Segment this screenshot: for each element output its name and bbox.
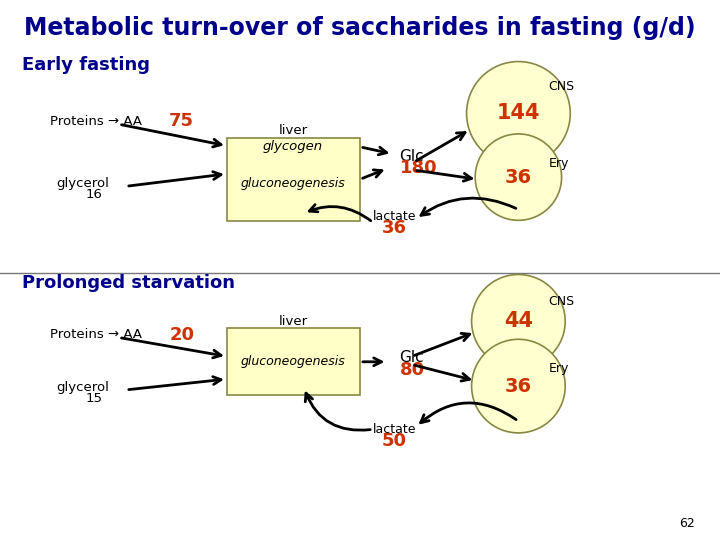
Text: lactate: lactate	[373, 210, 416, 222]
Bar	[227, 138, 360, 221]
Text: glycogen: glycogen	[263, 140, 323, 153]
Text: glycerol: glycerol	[56, 177, 109, 190]
Text: glycerol: glycerol	[56, 381, 109, 394]
Text: lactate: lactate	[373, 423, 416, 436]
Text: 50: 50	[382, 432, 407, 450]
Text: Proteins → AA: Proteins → AA	[50, 328, 143, 341]
Text: 16: 16	[85, 188, 102, 201]
Text: Ery: Ery	[549, 157, 569, 170]
Text: 44: 44	[504, 311, 533, 332]
Text: 180: 180	[400, 159, 437, 178]
Text: Prolonged starvation: Prolonged starvation	[22, 274, 235, 293]
Text: Proteins → AA: Proteins → AA	[50, 115, 143, 128]
Text: 36: 36	[505, 167, 532, 187]
Text: 36: 36	[505, 376, 532, 396]
Text: 75: 75	[169, 112, 194, 131]
Ellipse shape	[467, 62, 570, 165]
Text: 144: 144	[497, 103, 540, 124]
Text: Ery: Ery	[549, 362, 569, 375]
Text: 62: 62	[679, 517, 695, 530]
Text: 36: 36	[382, 219, 407, 237]
Text: gluconeogenesis: gluconeogenesis	[240, 355, 346, 368]
Text: CNS: CNS	[549, 80, 575, 93]
Text: 80: 80	[400, 361, 425, 379]
Text: 20: 20	[169, 326, 194, 344]
Ellipse shape	[472, 339, 565, 433]
Text: gluconeogenesis: gluconeogenesis	[240, 177, 346, 190]
Ellipse shape	[472, 274, 565, 368]
Text: Glc: Glc	[400, 350, 424, 365]
Text: CNS: CNS	[549, 295, 575, 308]
Text: Early fasting: Early fasting	[22, 56, 150, 74]
Bar	[227, 328, 360, 395]
Ellipse shape	[475, 134, 562, 220]
Text: Metabolic turn-over of saccharides in fasting (g/d): Metabolic turn-over of saccharides in fa…	[24, 16, 696, 40]
Text: Glc: Glc	[400, 149, 424, 164]
Text: 15: 15	[85, 392, 102, 405]
Text: liver: liver	[279, 315, 307, 328]
Text: liver: liver	[279, 124, 307, 137]
